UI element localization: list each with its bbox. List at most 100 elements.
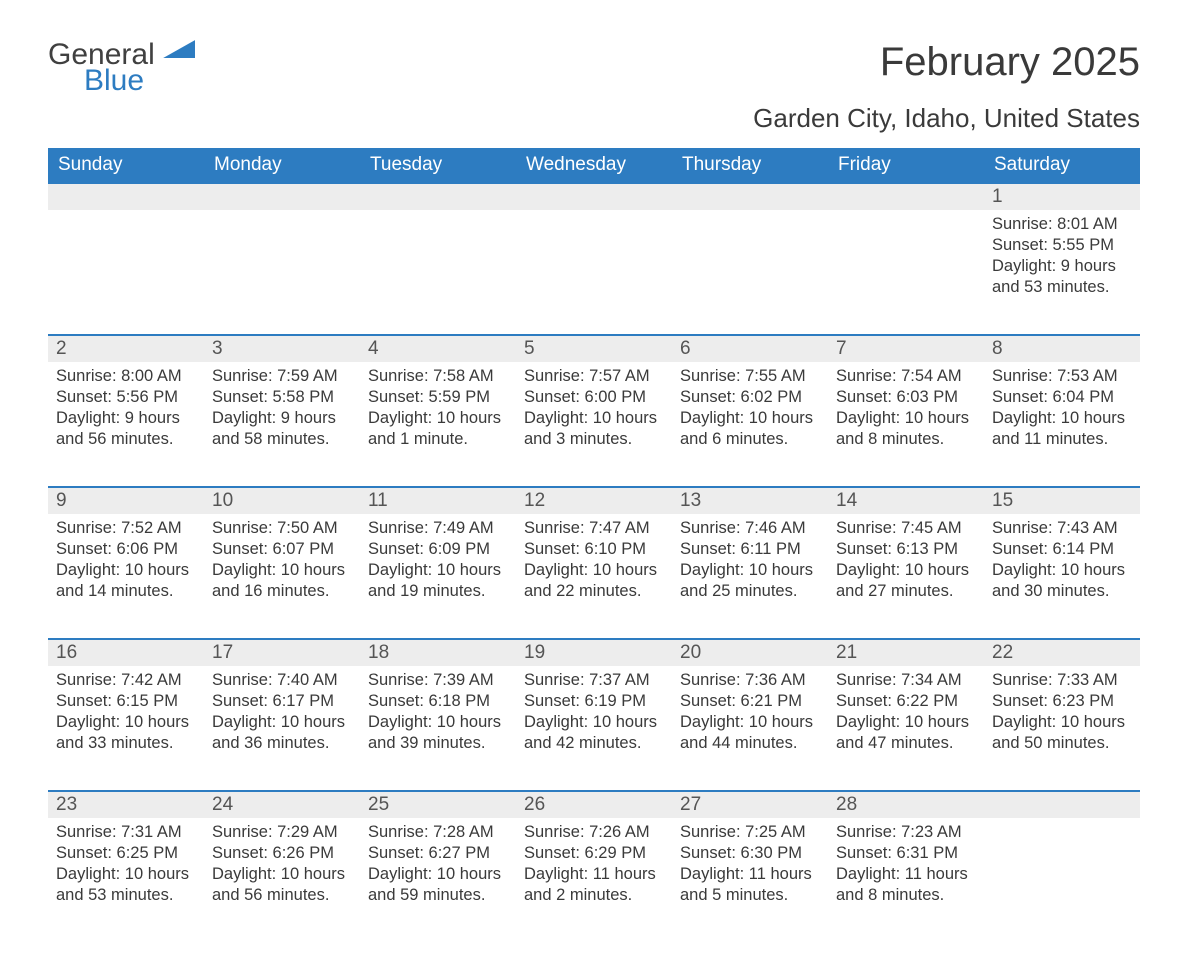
sunrise-value: 7:49 AM	[433, 519, 494, 537]
sunrise-line: Sunrise: 7:39 AM	[368, 670, 508, 691]
daylight-line: Daylight: 10 hours and 19 minutes.	[368, 560, 508, 602]
daylight-label: Daylight:	[56, 561, 125, 579]
sunrise-label: Sunrise:	[836, 519, 901, 537]
day-number: 7	[828, 336, 984, 362]
sunset-value: 6:10 PM	[585, 540, 646, 558]
day-cell	[360, 210, 516, 320]
sunrise-value: 7:55 AM	[745, 367, 806, 385]
sunrise-line: Sunrise: 7:37 AM	[524, 670, 664, 691]
sunrise-line: Sunrise: 7:23 AM	[836, 822, 976, 843]
sunrise-label: Sunrise:	[56, 823, 121, 841]
day-number: 14	[828, 488, 984, 514]
sunrise-line: Sunrise: 7:58 AM	[368, 366, 508, 387]
sunset-value: 6:06 PM	[117, 540, 178, 558]
sunset-line: Sunset: 6:23 PM	[992, 691, 1132, 712]
daylight-label: Daylight:	[56, 409, 125, 427]
sunset-line: Sunset: 6:13 PM	[836, 539, 976, 560]
brand-logo: General Blue	[48, 40, 195, 98]
daynum-row: 16171819202122	[48, 640, 1140, 666]
sunrise-line: Sunrise: 7:26 AM	[524, 822, 664, 843]
daynum-row: 232425262728	[48, 792, 1140, 818]
daylight-line: Daylight: 9 hours and 53 minutes.	[992, 256, 1132, 298]
sunset-label: Sunset:	[992, 692, 1053, 710]
sunrise-label: Sunrise:	[992, 215, 1057, 233]
day-number: 16	[48, 640, 204, 666]
sunrise-label: Sunrise:	[368, 823, 433, 841]
day-cell	[204, 210, 360, 320]
sunset-value: 6:21 PM	[741, 692, 802, 710]
calendar-week: 1Sunrise: 8:01 AMSunset: 5:55 PMDaylight…	[48, 182, 1140, 320]
day-cell: Sunrise: 7:53 AMSunset: 6:04 PMDaylight:…	[984, 362, 1140, 472]
sunrise-value: 7:43 AM	[1057, 519, 1118, 537]
daylight-label: Daylight:	[56, 865, 125, 883]
sunset-value: 6:14 PM	[1053, 540, 1114, 558]
daylight-label: Daylight:	[680, 713, 749, 731]
sunset-line: Sunset: 6:00 PM	[524, 387, 664, 408]
sunrise-label: Sunrise:	[836, 671, 901, 689]
sunset-value: 6:11 PM	[741, 540, 801, 558]
sunrise-line: Sunrise: 7:55 AM	[680, 366, 820, 387]
daynum-row: 9101112131415	[48, 488, 1140, 514]
daylight-line: Daylight: 10 hours and 16 minutes.	[212, 560, 352, 602]
day-cell: Sunrise: 7:52 AMSunset: 6:06 PMDaylight:…	[48, 514, 204, 624]
calendar: Sunday Monday Tuesday Wednesday Thursday…	[48, 148, 1140, 928]
day-cell	[828, 210, 984, 320]
daynum-row: 2345678	[48, 336, 1140, 362]
sunset-line: Sunset: 6:06 PM	[56, 539, 196, 560]
daylight-line: Daylight: 10 hours and 53 minutes.	[56, 864, 196, 906]
day-number: 26	[516, 792, 672, 818]
day-cell: Sunrise: 7:45 AMSunset: 6:13 PMDaylight:…	[828, 514, 984, 624]
sunset-line: Sunset: 6:30 PM	[680, 843, 820, 864]
sunrise-value: 7:28 AM	[433, 823, 494, 841]
day-cell: Sunrise: 7:50 AMSunset: 6:07 PMDaylight:…	[204, 514, 360, 624]
sunset-line: Sunset: 6:29 PM	[524, 843, 664, 864]
day-cell	[984, 818, 1140, 928]
day-cell: Sunrise: 8:00 AMSunset: 5:56 PMDaylight:…	[48, 362, 204, 472]
weekday-header: Sunday	[48, 148, 204, 182]
daylight-line: Daylight: 10 hours and 27 minutes.	[836, 560, 976, 602]
day-number: 8	[984, 336, 1140, 362]
day-number: 19	[516, 640, 672, 666]
sunrise-value: 7:37 AM	[589, 671, 650, 689]
sunset-label: Sunset:	[212, 388, 273, 406]
daylight-label: Daylight:	[212, 409, 281, 427]
day-cell	[516, 210, 672, 320]
sunrise-value: 7:25 AM	[745, 823, 806, 841]
day-number: 17	[204, 640, 360, 666]
sunrise-label: Sunrise:	[56, 367, 121, 385]
sunrise-label: Sunrise:	[524, 823, 589, 841]
sunset-label: Sunset:	[680, 388, 741, 406]
sunrise-label: Sunrise:	[56, 519, 121, 537]
daylight-label: Daylight:	[368, 865, 437, 883]
daylight-line: Daylight: 10 hours and 39 minutes.	[368, 712, 508, 754]
sunrise-label: Sunrise:	[368, 519, 433, 537]
sunset-line: Sunset: 6:15 PM	[56, 691, 196, 712]
sunrise-label: Sunrise:	[680, 823, 745, 841]
sunrise-line: Sunrise: 7:28 AM	[368, 822, 508, 843]
day-number: 18	[360, 640, 516, 666]
sunset-label: Sunset:	[524, 692, 585, 710]
sunrise-value: 7:39 AM	[433, 671, 494, 689]
daylight-label: Daylight:	[836, 561, 905, 579]
sunrise-label: Sunrise:	[836, 823, 901, 841]
day-cell	[672, 210, 828, 320]
daylight-label: Daylight:	[992, 409, 1061, 427]
sunset-line: Sunset: 6:26 PM	[212, 843, 352, 864]
sunset-line: Sunset: 6:21 PM	[680, 691, 820, 712]
sunrise-line: Sunrise: 7:42 AM	[56, 670, 196, 691]
sunset-value: 6:26 PM	[273, 844, 334, 862]
day-number: 3	[204, 336, 360, 362]
sunset-line: Sunset: 6:17 PM	[212, 691, 352, 712]
daylight-line: Daylight: 11 hours and 5 minutes.	[680, 864, 820, 906]
sunset-line: Sunset: 6:19 PM	[524, 691, 664, 712]
day-number: 13	[672, 488, 828, 514]
day-number: 21	[828, 640, 984, 666]
daylight-label: Daylight:	[992, 257, 1061, 275]
sunset-label: Sunset:	[992, 388, 1053, 406]
day-cell: Sunrise: 7:31 AMSunset: 6:25 PMDaylight:…	[48, 818, 204, 928]
day-number: 23	[48, 792, 204, 818]
sunset-value: 6:30 PM	[741, 844, 802, 862]
day-number	[48, 184, 204, 210]
sunset-value: 6:22 PM	[897, 692, 958, 710]
sunset-value: 6:00 PM	[585, 388, 646, 406]
